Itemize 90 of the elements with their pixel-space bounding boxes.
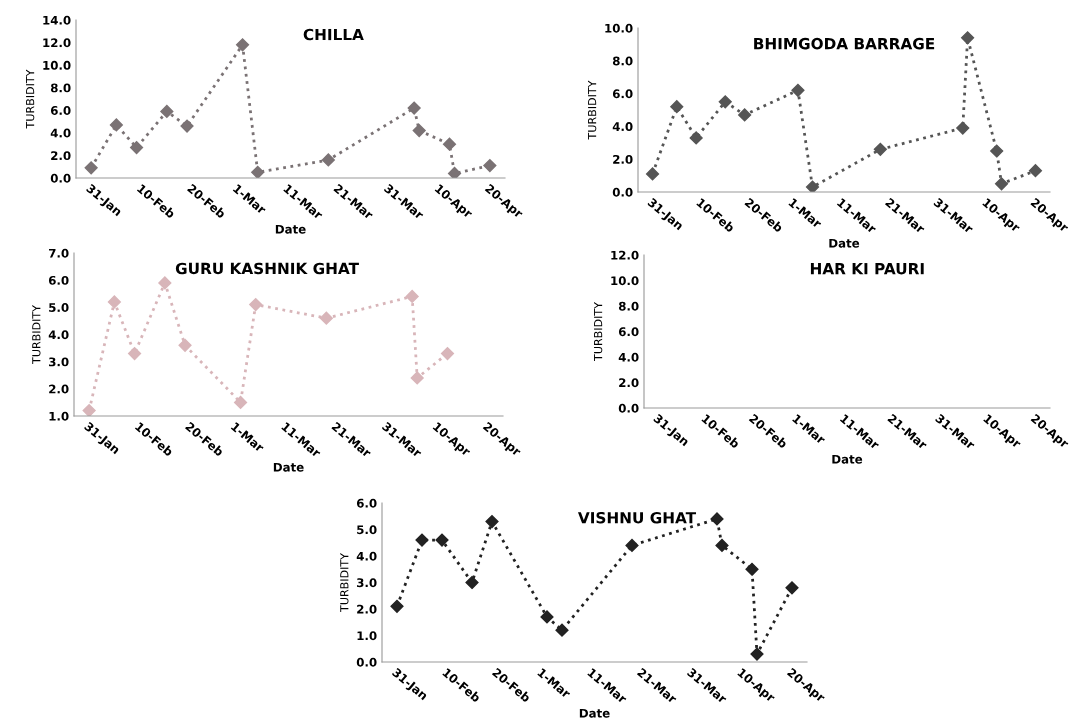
point [483, 158, 497, 173]
y-tick-label: 4.0 [356, 551, 377, 561]
y-tick-label: 4.0 [48, 330, 69, 340]
y-tick-label: 0.0 [612, 187, 633, 197]
y-tick-label: 4.0 [618, 352, 639, 362]
y-tick-label: 0.0 [50, 173, 71, 183]
y-tick-label: 3.0 [49, 357, 69, 367]
point [415, 533, 429, 547]
point [440, 346, 455, 361]
y-axis-title: TURBIDITY [26, 69, 35, 129]
point [442, 137, 457, 151]
y-axis-title: TURBIDITY [588, 80, 597, 140]
point [994, 177, 1009, 191]
y-axis-title: TURBIDITY [32, 305, 41, 365]
point [82, 403, 96, 416]
x-axis-title: Date [829, 238, 860, 248]
point [710, 512, 724, 526]
y-tick-label: 1.0 [49, 411, 69, 421]
point [107, 295, 121, 309]
y-tick-label: 14.0 [43, 15, 71, 25]
y-tick-label: 5.0 [49, 303, 69, 312]
y-tick-label: 2.0 [49, 384, 69, 394]
point [410, 371, 424, 385]
point [645, 167, 660, 181]
y-tick-label: 5.0 [357, 525, 377, 535]
y-tick-label: 3.0 [357, 578, 377, 588]
point [689, 131, 703, 145]
y-tick-label: 6.0 [618, 327, 639, 337]
point [465, 575, 479, 590]
point [1028, 164, 1043, 178]
point [670, 100, 684, 114]
text: BHIMGODA BARRAGE [754, 37, 935, 50]
y-tick-label: 2.0 [619, 378, 639, 388]
point [718, 95, 732, 109]
x-axis-title: Date [273, 462, 304, 472]
point [961, 31, 975, 45]
point [158, 276, 172, 290]
y-tick-label: 2.0 [613, 154, 633, 164]
chart-title: VISHNU GHAT [577, 511, 697, 524]
point [745, 562, 759, 576]
y-tick-label: 10.0 [605, 23, 633, 33]
point [178, 338, 192, 352]
point [956, 121, 970, 135]
y-tick-label: 0.0 [618, 403, 639, 413]
point [84, 161, 98, 175]
y-tick-label: 2.0 [51, 151, 71, 161]
y-axis-title: TURBIDITY [340, 553, 349, 613]
point [625, 538, 639, 552]
point [407, 101, 421, 115]
point [129, 140, 144, 155]
y-tick-label: 4.0 [50, 128, 71, 138]
point [990, 144, 1004, 158]
y-tick-label: 8.0 [618, 301, 639, 311]
chart-title: CHILLA [303, 28, 364, 41]
point [180, 119, 194, 133]
y-tick-label: 6.0 [356, 498, 377, 508]
chart-title: HAR KI PAURI [810, 263, 924, 275]
x-axis-title: Date [275, 224, 306, 234]
point [485, 514, 499, 529]
point [405, 289, 419, 304]
y-axis-title: TURBIDITY [594, 302, 603, 362]
y-tick-label: 12.0 [43, 38, 71, 48]
y-tick-label: 12.0 [611, 250, 639, 260]
point [715, 538, 729, 552]
y-tick-label: 6.0 [50, 106, 71, 115]
y-tick-label: 10.0 [43, 60, 71, 70]
point [750, 647, 764, 661]
y-tick-label: 1.0 [357, 631, 377, 641]
y-tick-label: 8.0 [50, 83, 71, 93]
y-tick-label: 8.0 [612, 56, 633, 66]
x-axis-title: Date [832, 454, 863, 464]
point [447, 166, 462, 178]
y-tick-label: 6.0 [48, 275, 69, 285]
point [160, 104, 174, 119]
y-tick-label: 0.0 [356, 657, 377, 667]
point [390, 599, 404, 613]
point [785, 581, 799, 595]
y-tick-label: 7.0 [49, 248, 69, 258]
point [435, 533, 449, 547]
y-tick-label: 4.0 [612, 122, 633, 132]
point [738, 108, 752, 122]
x-axis-title: Date [579, 708, 610, 718]
y-tick-label: 6.0 [612, 89, 633, 99]
y-tick-label: 2.0 [357, 604, 377, 614]
y-tick-label: 10.0 [611, 276, 639, 286]
point [127, 346, 142, 361]
point [109, 118, 123, 132]
point [319, 311, 333, 325]
point [412, 124, 426, 138]
text: GURU KASHNIK GHAT [175, 262, 359, 275]
